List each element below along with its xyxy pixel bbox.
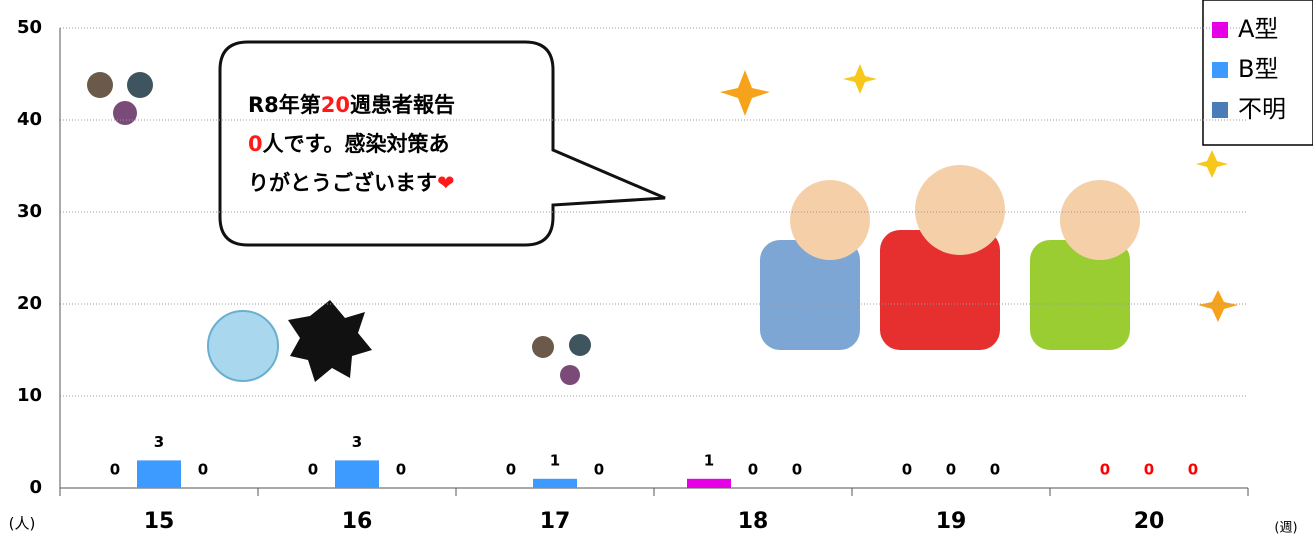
y-tick-label: 10 (17, 385, 42, 406)
bar (687, 478, 731, 488)
value-label: 1 (704, 451, 714, 469)
y-tick-label: 30 (17, 201, 42, 222)
value-label: 0 (748, 461, 758, 479)
bubble-line: R8年第20週患者報告 (248, 93, 455, 117)
bubble-text: 0 (248, 132, 263, 156)
bubble-line: 0人です。感染対策あ (248, 132, 450, 156)
bubble-text: R8年第 (248, 93, 321, 117)
y-tick-label: 20 (17, 293, 42, 314)
x-tick-label: 15 (144, 509, 175, 534)
value-label: 0 (792, 461, 802, 479)
bar (335, 460, 379, 488)
value-label: 0 (110, 461, 120, 479)
value-label: 0 (1100, 461, 1110, 479)
bar (533, 478, 577, 488)
value-label: 0 (198, 461, 208, 479)
x-tick-label: 16 (342, 509, 373, 534)
legend-swatch (1212, 22, 1228, 38)
value-label: 0 (594, 461, 604, 479)
bubble-text: ❤ (437, 171, 455, 195)
y-tick-label: 0 (29, 477, 42, 498)
legend-label: A型 (1238, 15, 1278, 43)
y-tick-label: 40 (17, 109, 42, 130)
value-label: 0 (946, 461, 956, 479)
speech-bubble: R8年第20週患者報告 0人です。感染対策あ りがとうございます❤ (218, 40, 666, 247)
value-label: 0 (990, 461, 1000, 479)
value-label: 0 (308, 461, 318, 479)
value-label: 0 (506, 461, 516, 479)
x-tick-label: 20 (1134, 509, 1165, 534)
legend-label: B型 (1238, 55, 1278, 83)
x-axis-label: (週) (1274, 521, 1297, 536)
legend-label: 不明 (1238, 95, 1286, 123)
bubble-line: りがとうございます❤ (248, 171, 455, 195)
value-label: 0 (396, 461, 406, 479)
legend-swatch (1212, 102, 1228, 118)
value-label: 3 (154, 433, 164, 451)
value-label: 0 (1144, 461, 1154, 479)
legend-swatch (1212, 62, 1228, 78)
x-tick-label: 18 (738, 509, 769, 534)
value-label: 3 (352, 433, 362, 451)
bubble-text: 人です。感染対策あ (263, 132, 450, 156)
y-tick-label: 50 (17, 17, 42, 38)
bar (137, 460, 181, 488)
value-label: 1 (550, 451, 560, 469)
value-label: 0 (1188, 461, 1198, 479)
y-axis-label: (人) (9, 515, 36, 533)
bubble-text: りがとうございます (248, 171, 437, 195)
bubble-text: 20 (321, 93, 350, 117)
decoration (87, 64, 1238, 385)
x-tick-label: 19 (936, 509, 967, 534)
value-label: 0 (902, 461, 912, 479)
x-tick-label: 17 (540, 509, 571, 534)
bubble-text: 週患者報告 (350, 93, 455, 117)
